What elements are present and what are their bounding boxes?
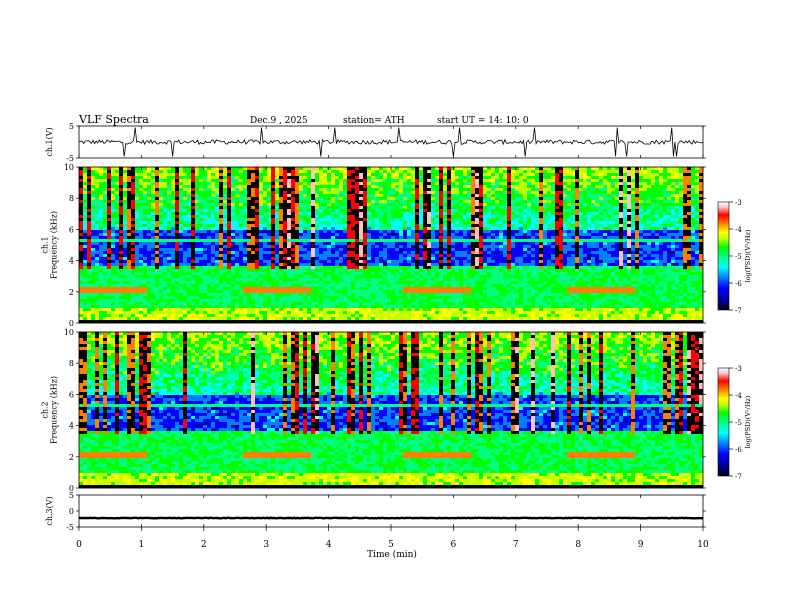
ch1-waveform-ytick-label: 5: [69, 122, 74, 131]
figure-title: VLF Spectra: [78, 113, 149, 126]
ch3-waveform-panel: 5 0 -5 ch.3(V): [45, 491, 706, 532]
colorbar-tick-label: -4: [735, 392, 742, 400]
ch2-colorbar-gradient: [717, 367, 730, 477]
colorbar-tick-label: -3: [735, 199, 742, 207]
ch2-colorbar: -3 -4 -5 -6 -7 log(PSD)(V²/Hz): [717, 365, 752, 481]
ch1-waveform-panel: 5 -5 ch.1(V): [45, 122, 706, 163]
ch2-spectrogram-ytick-label: 6: [69, 390, 74, 399]
x-tick-label: 6: [451, 540, 457, 550]
ch3-waveform-ytick-label: -5: [66, 523, 74, 532]
x-tick-label: 1: [139, 540, 145, 550]
ch2-spectrogram-ytick-label: 0: [69, 484, 74, 493]
x-tick-label: 5: [388, 540, 394, 550]
ch1-spectrogram-ytick-label: 0: [69, 319, 74, 328]
x-tick-label: 3: [263, 540, 269, 550]
ch2-spectrogram-ytick-label: 4: [69, 422, 74, 431]
x-tick-label: 4: [326, 540, 332, 550]
ch1-spectrogram-ytick-label: 2: [69, 288, 74, 297]
ch1-colorbar-label: log(PSD)(V²/Hz): [744, 229, 752, 282]
ch3-waveform-frame: [78, 494, 704, 528]
ch3-waveform-ytick-label: 5: [69, 491, 74, 500]
x-tick-label: 7: [513, 540, 519, 550]
x-tick-label: 0: [76, 540, 82, 550]
ch2-spectrogram-ytick-label: 10: [64, 328, 74, 337]
station-label: station= ATH: [343, 116, 405, 126]
ch1-colorbar: -3 -4 -5 -6 -7 log(PSD)(V²/Hz): [717, 199, 752, 315]
ch2-spectrogram-panel: 10 8 6 4 2 0 ch.2 Frequency (kHz): [41, 328, 706, 493]
ch1-spectrogram-ytick-label: 4: [69, 257, 74, 266]
colorbar-tick-label: -6: [735, 280, 742, 288]
ch2-spectrogram-ytick-label: 2: [69, 453, 74, 462]
ch2-spectrogram-ylabel: Frequency (kHz): [50, 376, 59, 444]
start-time-label: start UT = 14: 10: 0: [437, 116, 529, 126]
colorbar-tick-label: -5: [735, 419, 742, 427]
ch1-waveform-trace: [78, 127, 704, 157]
ch1-spectrogram-ylabel: Frequency (kHz): [50, 211, 59, 279]
ch1-spectrogram-ylabel: ch.1: [41, 236, 50, 253]
colorbar-tick-label: -7: [735, 473, 742, 481]
ch2-spectrogram-cells: [79, 332, 704, 489]
x-tick-label: 10: [697, 540, 709, 550]
colorbar-tick-label: -3: [735, 365, 742, 373]
colorbar-tick-label: -7: [735, 307, 742, 315]
ch2-spectrogram-ylabel: ch.2: [41, 401, 50, 418]
colorbar-tick-label: -5: [735, 253, 742, 261]
colorbar-tick-label: -6: [735, 446, 742, 454]
ch2-spectrogram-ytick-label: 8: [69, 359, 74, 368]
colorbar-tick-label: -4: [735, 226, 742, 234]
time-axis: 0 1 2 3 4 5 6 7 8 9 10: [76, 527, 709, 550]
ch1-spectrogram-ytick-label: 10: [64, 163, 74, 172]
x-axis-label: Time (min): [367, 549, 417, 560]
ch2-colorbar-label: log(PSD)(V²/Hz): [744, 395, 752, 448]
ch1-waveform-ylabel: ch.1(V): [45, 127, 54, 156]
ch1-spectrogram-cells: [79, 167, 704, 324]
ch1-spectrogram-ytick-label: 8: [69, 194, 74, 203]
ch3-waveform-ylabel: ch.3(V): [45, 496, 54, 525]
x-tick-label: 2: [201, 540, 207, 550]
ch1-colorbar-gradient: [717, 201, 730, 311]
date-label: Dec.9 , 2025: [250, 116, 308, 126]
ch1-spectrogram-panel: 10 8 6 4 2 0 ch.1 Frequency (kHz): [41, 163, 706, 328]
x-tick-label: 8: [575, 540, 581, 550]
x-tick-label: 9: [638, 540, 644, 550]
ch3-waveform-trace: [78, 516, 703, 520]
ch1-spectrogram-ytick-label: 6: [69, 225, 74, 234]
ch3-waveform-ytick-label: 0: [69, 507, 74, 516]
ch1-waveform-ytick-label: -5: [66, 154, 74, 163]
